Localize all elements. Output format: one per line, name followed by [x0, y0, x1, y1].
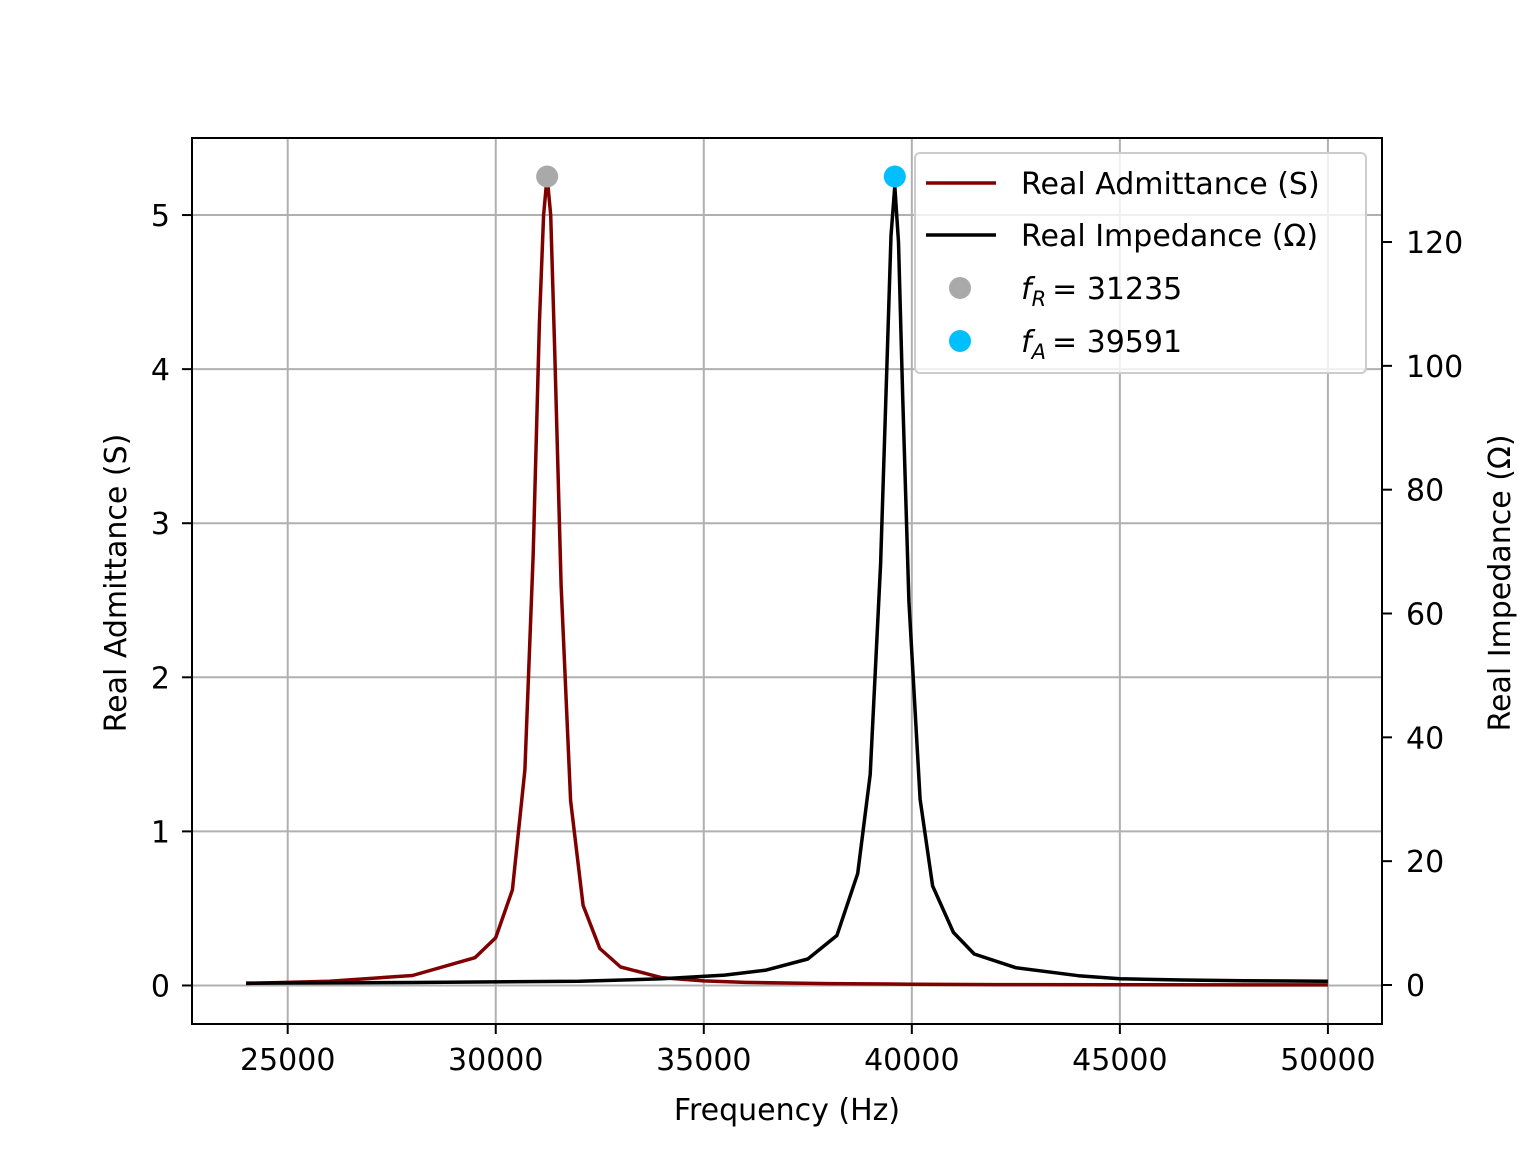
- y-right-axis-ticks: 0 20 40 60 80 100 120: [1382, 226, 1463, 1004]
- x-tick-label: 50000: [1280, 1043, 1375, 1078]
- y-right-tick-label: 60: [1406, 598, 1444, 633]
- y-left-tick-label: 1: [151, 815, 170, 850]
- series-line: [246, 174, 1328, 987]
- x-axis-label: Frequency (Hz): [674, 1093, 900, 1128]
- x-tick-label: 25000: [240, 1043, 335, 1078]
- x-tick-label: 30000: [448, 1043, 543, 1078]
- x-tick-label: 35000: [656, 1043, 751, 1078]
- y-right-tick-label: 120: [1406, 226, 1463, 261]
- legend-label: Real Impedance (Ω): [1021, 219, 1318, 254]
- legend-label: Real Admittance (S): [1021, 167, 1320, 202]
- legend-box: [914, 152, 1367, 374]
- y-left-tick-label: 5: [151, 199, 170, 234]
- y-left-axis-ticks: 0 1 2 3 4 5: [151, 199, 192, 1004]
- y-right-tick-label: 40: [1406, 721, 1444, 756]
- plot-frame: [191, 137, 1383, 1025]
- x-tick-label: 40000: [864, 1043, 959, 1078]
- legend-label: fR = 31235: [1021, 272, 1182, 311]
- legend-label: fA = 39591: [1021, 325, 1182, 364]
- resonance-marker: [536, 165, 559, 188]
- y-left-tick-label: 0: [151, 969, 170, 1004]
- legend-marker-swatch: [949, 277, 971, 299]
- y-right-tick-label: 20: [1406, 845, 1444, 880]
- y-right-tick-label: 100: [1406, 350, 1463, 385]
- y-right-tick-label: 0: [1406, 969, 1425, 1004]
- x-tick-label: 45000: [1072, 1043, 1167, 1078]
- y-left-tick-label: 4: [151, 353, 170, 388]
- y-right-tick-label: 80: [1406, 474, 1444, 509]
- legend-marker-swatch: [949, 330, 971, 352]
- markers-group: [536, 165, 906, 188]
- legend: Real Admittance (S) Real Impedance (Ω) fR =…: [914, 152, 1367, 374]
- x-axis-ticks: 25000 30000 35000 40000 45000 50000: [240, 1024, 1376, 1078]
- y-left-tick-label: 3: [151, 507, 170, 542]
- y-left-tick-label: 2: [151, 661, 170, 696]
- y-right-axis-label: Real Impedance (Ω): [1483, 434, 1518, 731]
- y-left-axis-label: Real Admittance (S): [99, 434, 134, 733]
- resonance-marker: [883, 165, 906, 188]
